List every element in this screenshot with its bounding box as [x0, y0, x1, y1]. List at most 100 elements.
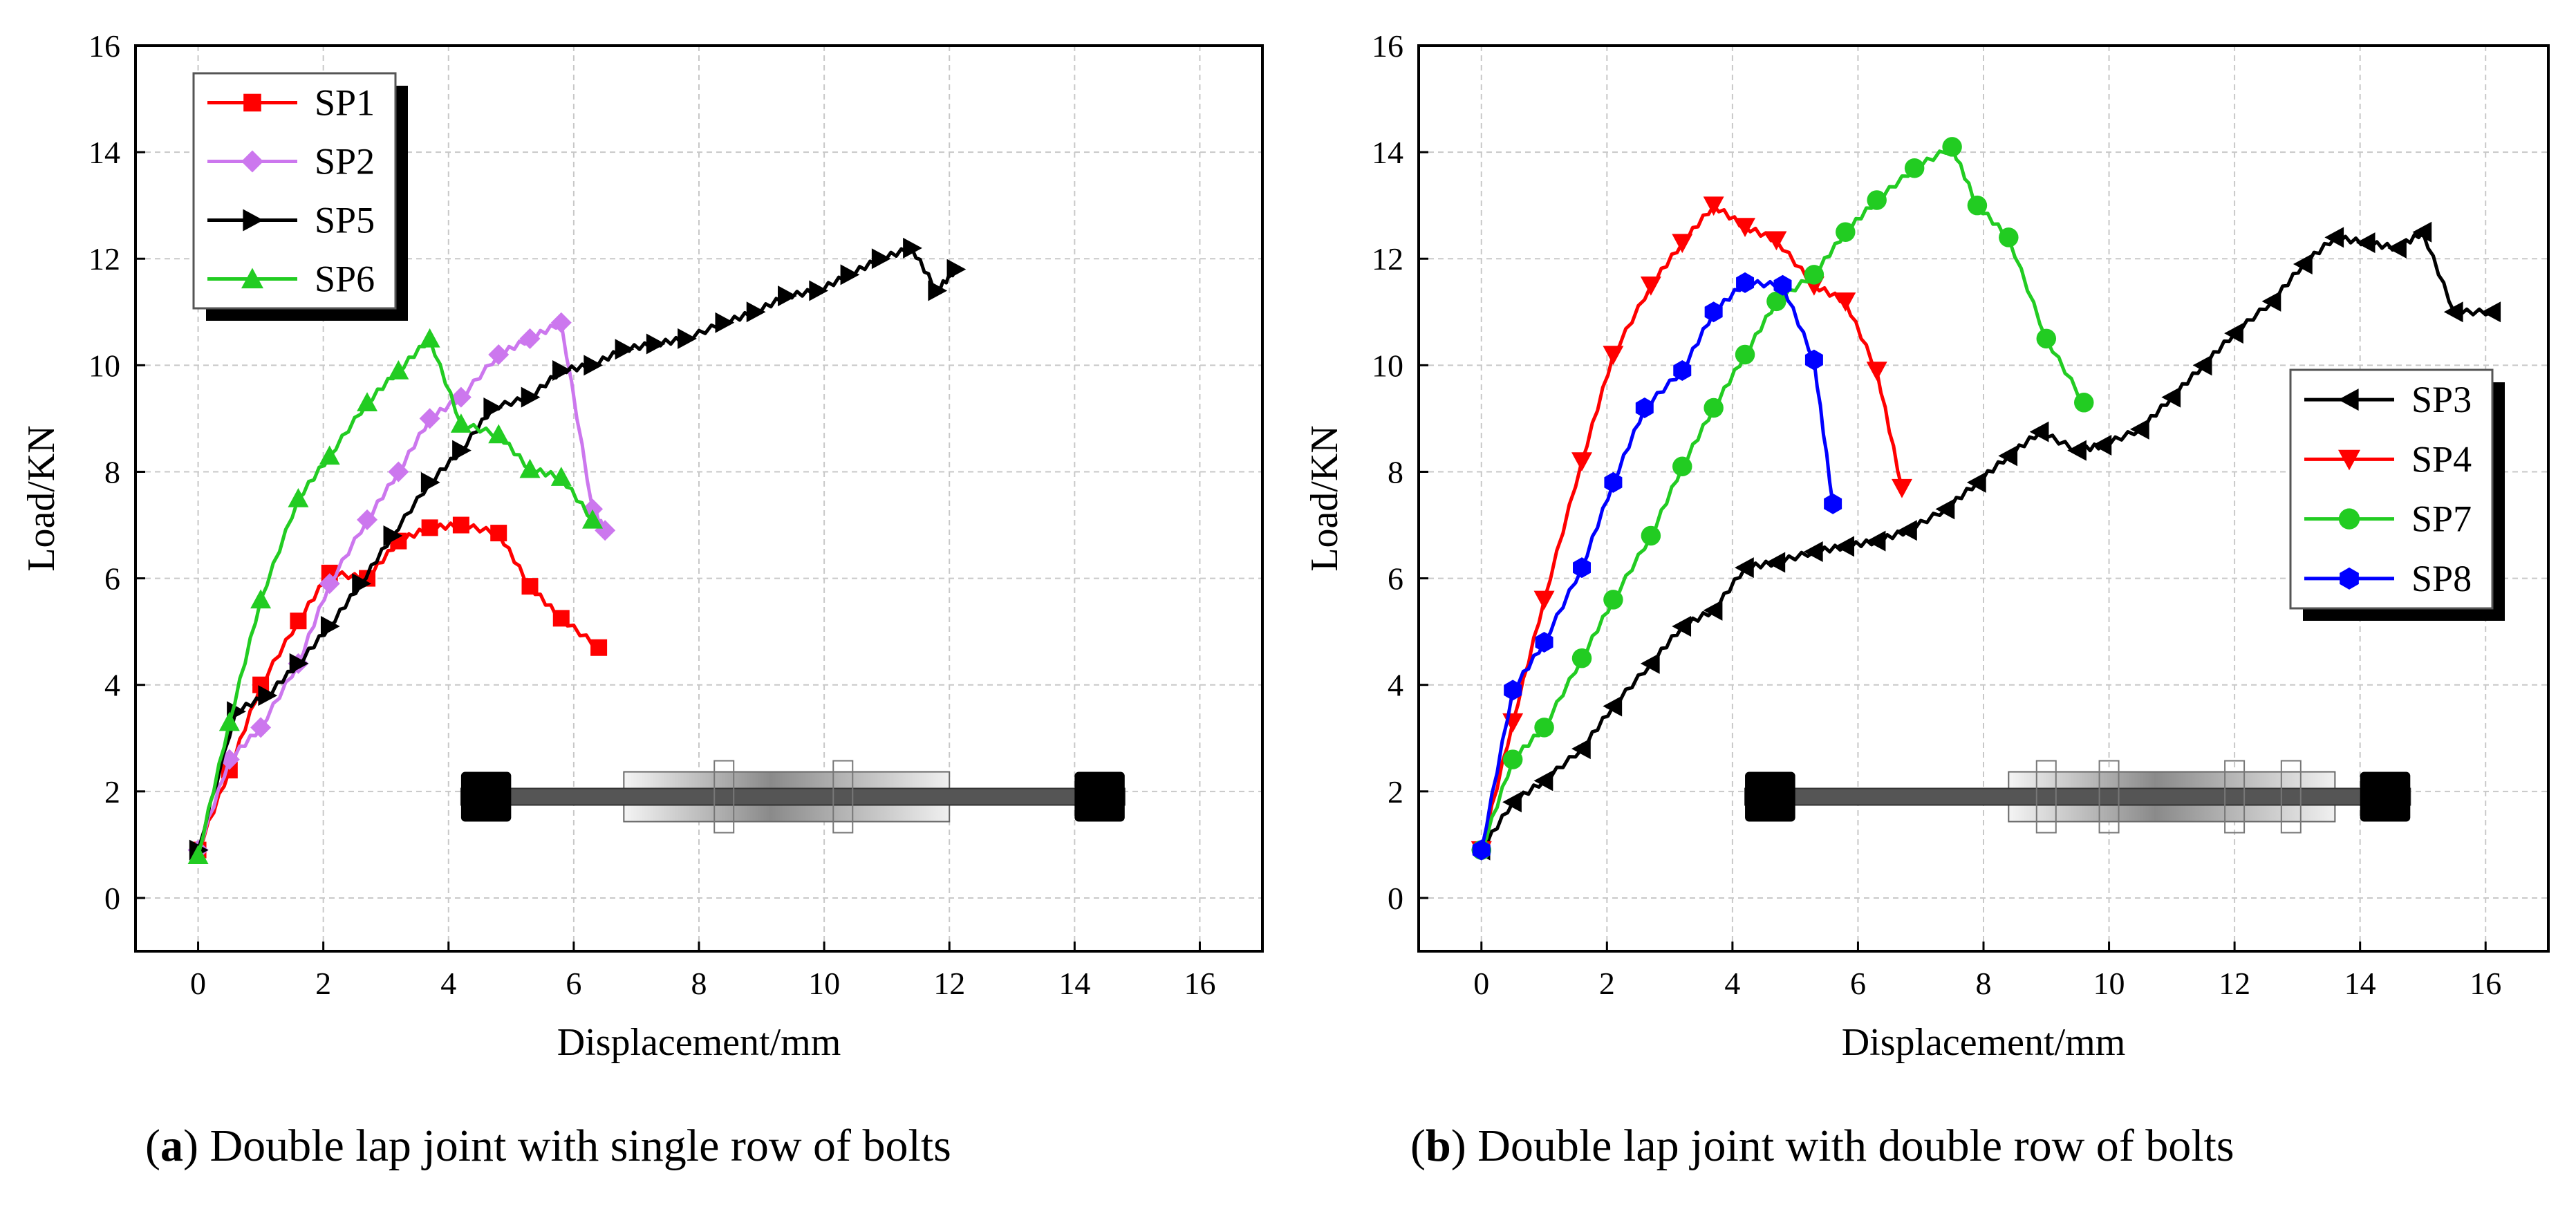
legend-marker-sp1 — [243, 93, 261, 112]
legend-marker-sp4 — [2338, 449, 2360, 471]
data-point-sp6 — [388, 360, 409, 380]
x-tick-label: 12 — [933, 966, 965, 1001]
bolt-4 — [2280, 760, 2302, 834]
data-point-sp2 — [388, 461, 409, 483]
chart-panel-b: 0 2 4 6 8 10 12 14 16 0 2 4 6 8 10 12 14 16 Displacement/m… — [1303, 28, 2550, 1064]
data-point-sp4 — [1766, 231, 1787, 251]
legend-label-sp3: SP3 — [2411, 379, 2472, 420]
y-tick-label: 8 — [1388, 454, 1403, 489]
data-point-sp8 — [1736, 272, 1755, 293]
data-point-sp6 — [250, 589, 272, 609]
data-point-sp8 — [1804, 349, 1823, 371]
legend: SP3 SP4 SP7 SP8 — [2289, 368, 2505, 621]
caption-b-letter: b — [1425, 1121, 1451, 1171]
data-point-sp1 — [552, 610, 570, 627]
data-point-sp5 — [840, 264, 860, 286]
data-point-sp2 — [519, 328, 541, 349]
data-point-sp5 — [452, 440, 472, 461]
chart-panel-a: 0 2 4 6 8 10 12 14 16 0 2 4 6 8 10 12 14 16 Displacement/m… — [20, 28, 1264, 1064]
legend-label-sp7: SP7 — [2411, 498, 2472, 540]
data-point-sp5 — [871, 248, 891, 270]
legend: SP1 SP2 SP5 SP6 — [192, 72, 408, 321]
data-point-sp6 — [419, 328, 440, 348]
legend-label-sp5: SP5 — [315, 200, 375, 241]
data-point-sp8 — [1472, 839, 1491, 861]
x-tick-label: 6 — [1850, 966, 1866, 1001]
data-point-sp1 — [421, 519, 438, 536]
data-point-sp3 — [1571, 738, 1591, 760]
data-point-sp8 — [1535, 632, 1553, 653]
data-point-sp7 — [1534, 718, 1554, 738]
caption-a: (a) Double lap joint with single row of … — [145, 1120, 951, 1172]
data-point-sp7 — [1836, 222, 1856, 242]
series-line-sp8 — [1480, 279, 1835, 851]
data-point-sp3 — [1898, 520, 1917, 541]
data-point-sp4 — [1640, 277, 1661, 296]
x-tick-label: 12 — [2219, 966, 2250, 1001]
data-point-sp4 — [1835, 292, 1856, 312]
data-point-sp5 — [615, 339, 635, 360]
x-tick-label: 16 — [2470, 966, 2501, 1001]
y-tick-label: 8 — [104, 454, 120, 489]
data-point-sp2 — [250, 717, 272, 738]
x-tick-label: 16 — [1184, 966, 1215, 1001]
data-point-sp3 — [1672, 615, 1692, 637]
data-point-sp3 — [2192, 355, 2212, 376]
right-grip — [1074, 771, 1125, 822]
main-bar — [1744, 787, 2411, 806]
data-point-sp8 — [1704, 301, 1723, 323]
data-point-sp3 — [2387, 237, 2407, 259]
data-point-sp2 — [488, 344, 510, 365]
series-sp8 — [1472, 272, 1842, 861]
series-sp6 — [187, 328, 604, 865]
bolt-1 — [713, 760, 735, 834]
data-point-sp3 — [2324, 227, 2344, 248]
series-sp1 — [189, 516, 608, 859]
x-tick-label: 0 — [190, 966, 206, 1001]
caption-a-open: ( — [145, 1121, 160, 1171]
data-point-sp7 — [1766, 291, 1786, 312]
data-point-sp5 — [521, 386, 541, 408]
caption-a-text: ) Double lap joint with single row of bo… — [183, 1121, 951, 1171]
bolt-1 — [2035, 760, 2057, 834]
data-point-sp4 — [1533, 590, 1555, 610]
data-point-sp3 — [2293, 253, 2313, 274]
x-tick-label: 8 — [691, 966, 707, 1001]
data-point-sp7 — [1967, 195, 1988, 216]
data-point-sp8 — [1635, 397, 1654, 418]
data-point-sp5 — [746, 301, 766, 323]
data-point-sp4 — [1891, 478, 1912, 498]
series-line-sp4 — [1480, 203, 1904, 851]
y-tick-label: 6 — [1388, 561, 1403, 597]
legend-marker-sp7 — [2338, 508, 2360, 530]
data-point-sp3 — [2481, 301, 2501, 323]
data-point-sp4 — [1603, 346, 1624, 365]
series-sp3 — [1471, 221, 2501, 861]
data-point-sp4 — [1866, 362, 1887, 382]
caption-b-text: ) Double lap joint with double row of bo… — [1450, 1121, 2234, 1171]
data-point-sp5 — [946, 259, 967, 280]
y-tick-label: 10 — [1372, 348, 1403, 383]
axes: 0 2 4 6 8 10 12 14 16 0 2 4 6 8 10 12 14 16 Displacement/m… — [20, 28, 1215, 1064]
left-grip — [1745, 771, 1795, 822]
data-point-sp4 — [1703, 196, 1724, 216]
y-tick-label: 14 — [88, 135, 120, 170]
specimen-diagram — [1744, 760, 2411, 834]
data-point-sp6 — [319, 445, 340, 465]
data-point-sp2 — [550, 312, 572, 333]
data-point-sp3 — [1766, 552, 1786, 573]
y-tick-label: 4 — [1388, 668, 1403, 703]
data-point-sp7 — [2036, 328, 2057, 349]
data-point-sp3 — [1998, 445, 2018, 467]
data-point-sp3 — [2029, 421, 2049, 442]
data-point-sp8 — [1673, 360, 1692, 382]
data-point-sp5 — [903, 237, 922, 259]
data-point-sp7 — [1804, 265, 1824, 285]
data-point-sp5 — [646, 333, 666, 355]
data-point-sp5 — [352, 573, 371, 595]
series-line-sp2 — [196, 321, 606, 851]
data-point-sp6 — [450, 413, 472, 433]
data-point-sp7 — [1672, 456, 1692, 477]
bolt-2 — [832, 760, 854, 834]
y-axis-label: Load/KN — [1303, 425, 1346, 572]
